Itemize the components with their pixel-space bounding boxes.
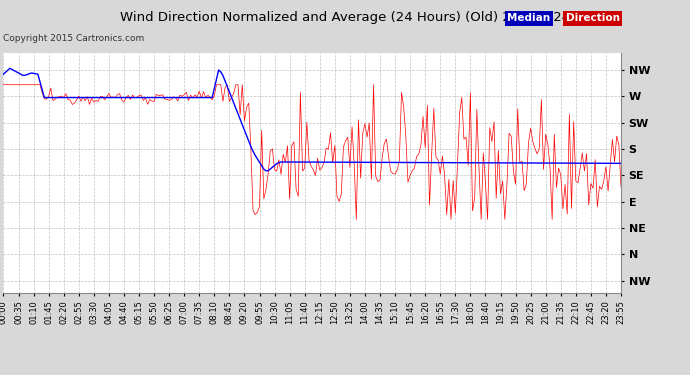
Text: Wind Direction Normalized and Average (24 Hours) (Old) 20151124: Wind Direction Normalized and Average (2… [120,11,570,24]
Text: Median: Median [507,13,551,23]
Text: Direction: Direction [566,13,620,23]
Text: Copyright 2015 Cartronics.com: Copyright 2015 Cartronics.com [3,34,145,43]
